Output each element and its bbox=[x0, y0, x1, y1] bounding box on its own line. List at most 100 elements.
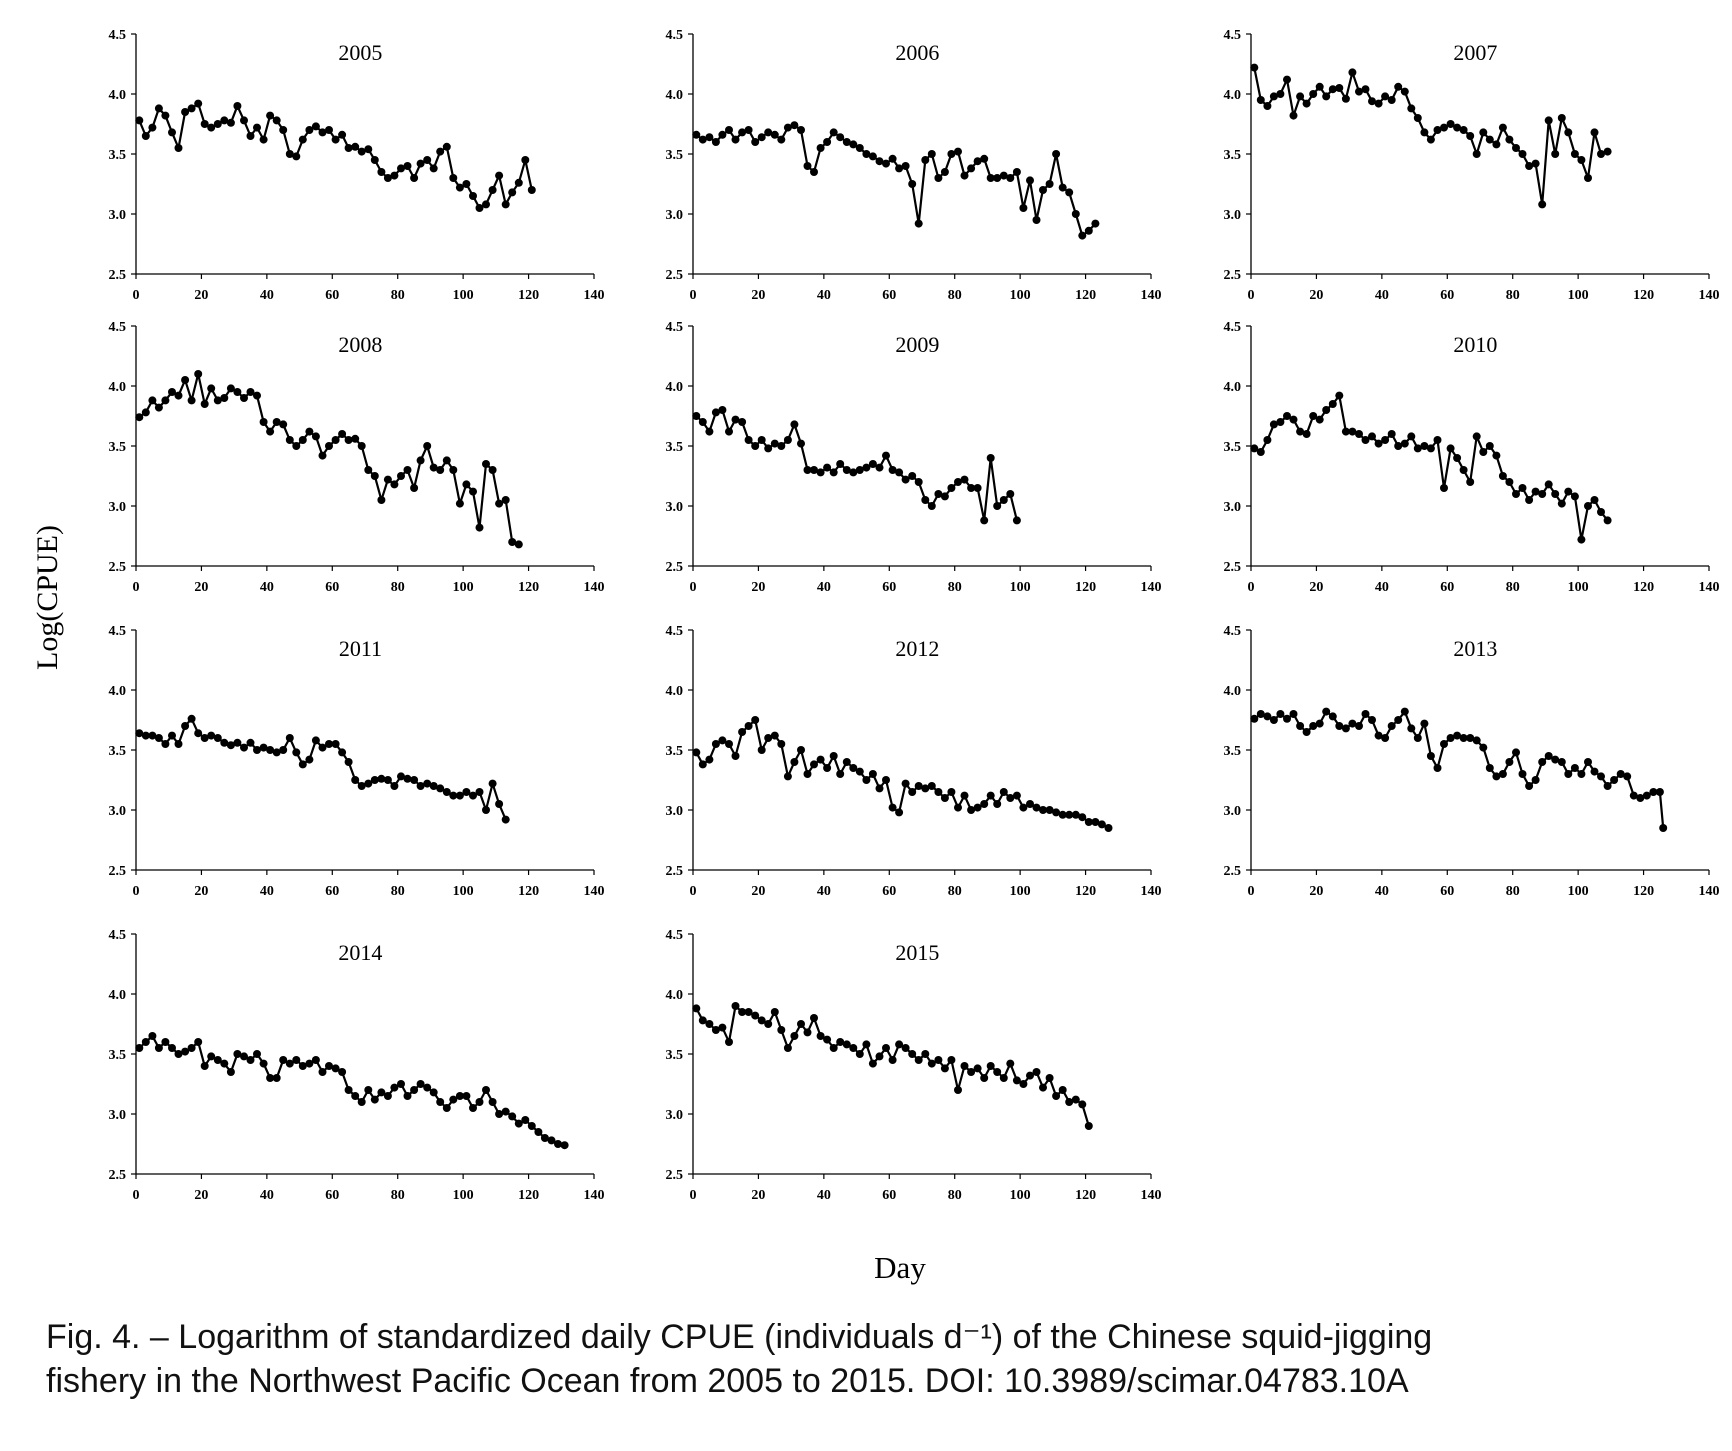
x-tick-label: 140 bbox=[584, 1188, 605, 1203]
y-tick-label: 2.5 bbox=[1224, 560, 1242, 575]
data-point bbox=[1453, 454, 1462, 462]
data-point bbox=[442, 456, 451, 465]
data-point bbox=[999, 171, 1008, 180]
data-point bbox=[135, 413, 144, 422]
data-point bbox=[1577, 535, 1586, 544]
y-tick-label: 3.5 bbox=[1224, 148, 1242, 163]
data-point bbox=[1052, 150, 1061, 158]
data-point bbox=[1348, 427, 1357, 436]
data-point bbox=[1466, 734, 1475, 742]
data-point bbox=[744, 722, 753, 730]
panel-title: 2013 bbox=[1453, 636, 1497, 661]
data-point bbox=[738, 418, 747, 426]
data-point bbox=[272, 1074, 281, 1082]
data-point bbox=[351, 776, 360, 784]
data-point bbox=[810, 168, 818, 176]
data-point bbox=[429, 463, 438, 472]
data-point bbox=[810, 466, 818, 474]
data-point bbox=[1091, 219, 1100, 228]
x-tick-label: 140 bbox=[1141, 1188, 1162, 1203]
x-tick-label: 60 bbox=[325, 288, 339, 303]
data-point bbox=[311, 1056, 320, 1064]
y-tick-label: 3.5 bbox=[109, 744, 127, 759]
y-axis-title: Log(CPUE) bbox=[31, 525, 64, 670]
x-tick-label: 60 bbox=[882, 1188, 896, 1203]
data-point bbox=[344, 1086, 353, 1094]
y-tick-label: 3.5 bbox=[666, 148, 684, 163]
data-point bbox=[344, 758, 353, 766]
data-point bbox=[940, 168, 949, 176]
data-point bbox=[1006, 490, 1015, 498]
data-point bbox=[469, 791, 477, 800]
data-point bbox=[292, 1056, 301, 1064]
data-point bbox=[1322, 92, 1331, 101]
data-point bbox=[882, 776, 890, 784]
data-point bbox=[1283, 412, 1291, 420]
panel-title: 2008 bbox=[338, 332, 382, 357]
data-point bbox=[233, 102, 242, 110]
data-point bbox=[1440, 484, 1448, 492]
data-point bbox=[927, 1059, 936, 1068]
data-point bbox=[1636, 794, 1645, 802]
data-point bbox=[1006, 794, 1015, 802]
x-tick-label: 80 bbox=[391, 288, 405, 303]
data-point bbox=[1466, 478, 1475, 486]
data-point bbox=[1597, 508, 1605, 516]
y-tick-label: 4.5 bbox=[666, 320, 684, 335]
data-point bbox=[1485, 764, 1494, 772]
data-point bbox=[220, 1059, 229, 1068]
data-point bbox=[1531, 159, 1540, 168]
y-tick-label: 2.5 bbox=[1224, 864, 1242, 879]
x-tick-label: 20 bbox=[194, 288, 208, 303]
data-point bbox=[1407, 432, 1416, 441]
data-point bbox=[233, 388, 242, 396]
data-point bbox=[403, 466, 412, 474]
panel-title: 2012 bbox=[895, 636, 939, 661]
data-point bbox=[1459, 734, 1468, 742]
data-point bbox=[253, 391, 261, 400]
data-point bbox=[1413, 114, 1422, 122]
data-point bbox=[181, 722, 190, 730]
data-point bbox=[783, 772, 792, 781]
data-point bbox=[1400, 87, 1409, 96]
data-point bbox=[501, 200, 510, 209]
x-tick-label: 0 bbox=[1248, 580, 1255, 595]
data-point bbox=[751, 716, 760, 724]
data-point bbox=[495, 499, 504, 508]
x-tick-label: 80 bbox=[948, 580, 962, 595]
data-point bbox=[1039, 806, 1047, 814]
data-point bbox=[1065, 1098, 1074, 1106]
data-point bbox=[855, 767, 864, 776]
data-point bbox=[272, 748, 281, 757]
data-point bbox=[246, 738, 255, 747]
data-point bbox=[980, 800, 989, 808]
data-point bbox=[1355, 430, 1363, 438]
data-point bbox=[967, 164, 976, 173]
data-point bbox=[731, 1002, 740, 1010]
y-tick-label: 2.5 bbox=[109, 560, 127, 575]
data-point bbox=[174, 144, 183, 152]
data-point bbox=[410, 1086, 419, 1094]
data-point bbox=[836, 770, 845, 778]
data-point bbox=[836, 133, 845, 142]
data-point bbox=[357, 1098, 366, 1106]
panel-title: 2005 bbox=[338, 40, 382, 65]
data-point bbox=[895, 1040, 904, 1049]
data-point bbox=[488, 779, 497, 788]
data-point bbox=[390, 1083, 399, 1092]
data-point bbox=[1538, 200, 1547, 209]
data-point bbox=[390, 782, 399, 790]
data-point bbox=[849, 1044, 858, 1052]
data-point bbox=[980, 516, 989, 525]
data-point bbox=[1078, 813, 1087, 822]
data-point bbox=[1012, 168, 1021, 176]
data-point bbox=[154, 403, 163, 412]
data-point bbox=[862, 463, 871, 472]
x-tick-label: 80 bbox=[391, 1188, 405, 1203]
data-point bbox=[1544, 752, 1553, 760]
data-point bbox=[1058, 1086, 1067, 1094]
data-point bbox=[986, 174, 995, 182]
y-tick-label: 3.5 bbox=[1224, 440, 1242, 455]
data-point bbox=[1315, 719, 1324, 728]
data-point bbox=[397, 772, 405, 781]
